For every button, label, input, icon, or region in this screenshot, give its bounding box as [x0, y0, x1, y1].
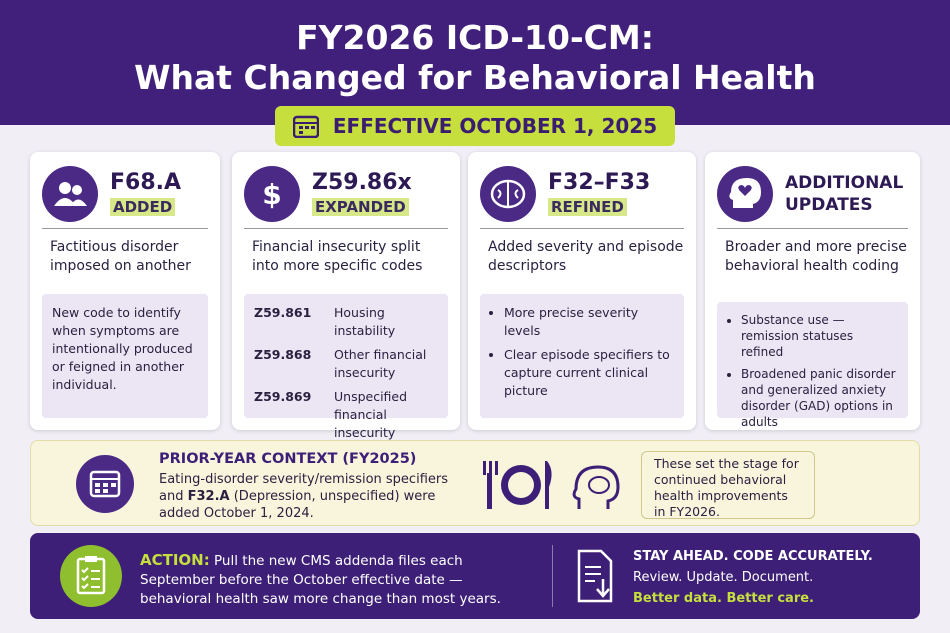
effective-text: EFFECTIVE OCTOBER 1, 2025	[332, 114, 658, 138]
summary: Factitious disorder imposed on another	[50, 239, 191, 274]
bullet: Clear episode specifiers to capture curr…	[504, 346, 674, 400]
title: What Changed for Behavioral Health	[134, 58, 816, 97]
calendar-icon	[292, 115, 319, 138]
summary: Financial insecurity split into more spe…	[252, 239, 423, 274]
code: Z59.86x	[312, 170, 412, 195]
detail: New code to identify when symptoms are i…	[42, 294, 208, 418]
summary: Broader and more precise behavioral heal…	[725, 239, 907, 274]
action-label: ACTION:	[140, 551, 210, 569]
code: F32–F33	[548, 170, 651, 195]
text: Pull the new CMS addenda files each Sept…	[140, 553, 501, 607]
calendar-icon	[76, 455, 134, 513]
bullet: Substance use — remission statuses refin…	[741, 312, 898, 360]
status: REFINED	[548, 198, 627, 216]
sub-label: Unspecified financial insecurity	[334, 389, 408, 440]
steps: Review. Update. Document.	[633, 570, 814, 585]
status: EXPANDED	[312, 198, 409, 216]
svg-text:$: $	[262, 178, 281, 211]
text: (Depression, unspecified) were added Oct…	[159, 489, 436, 521]
document-icon	[577, 549, 613, 603]
summary: Added severity and episode descriptors	[488, 239, 684, 274]
action-text: ACTION: Pull the new CMS addenda files e…	[140, 551, 535, 609]
card: F32–F33 REFINED Added severity and episo…	[468, 152, 696, 430]
context-text: Eating-disorder severity/remission speci…	[159, 471, 464, 522]
tagline: STAY AHEAD. CODE ACCURATELY.	[633, 549, 873, 564]
header	[0, 0, 950, 125]
context: PRIOR-YEAR CONTEXT (FY2025) Eating-disor…	[30, 440, 920, 526]
text: Eating-disorder severity/remission speci…	[159, 472, 448, 504]
effective-date: EFFECTIVE OCTOBER 1, 2025	[275, 106, 675, 146]
context-title: PRIOR-YEAR CONTEXT (FY2025)	[159, 451, 417, 467]
code: F68.A	[110, 170, 182, 195]
code-list: Z59.861 Housing instability Z59.868 Other …	[244, 294, 448, 440]
card: F68.A ADDED Factitious disorder imposed …	[30, 152, 220, 430]
bullets: More precise severity levels Clear episo…	[480, 294, 684, 418]
card: ADDITIONAL UPDATES Broader and more prec…	[705, 152, 920, 430]
icon	[480, 166, 536, 222]
icon: $	[244, 166, 300, 222]
bullet: Broadened panic disorder and generalized…	[741, 366, 898, 430]
sub-code: Z59.861	[254, 305, 312, 320]
sub-code: Z59.869	[254, 389, 312, 404]
clipboard-icon	[60, 545, 122, 607]
note: These set the stage for continued behavi…	[641, 451, 815, 519]
bullets: Substance use — remission statuses refin…	[717, 302, 908, 429]
action-bar: ACTION: Pull the new CMS addenda files e…	[30, 533, 920, 619]
sub-code: Z59.868	[254, 347, 312, 362]
icon	[42, 166, 98, 222]
card: $ Z59.86x EXPANDED Financial insecurity …	[232, 152, 460, 440]
bullet: More precise severity levels	[504, 304, 674, 340]
icon	[717, 166, 773, 222]
title: FY2026 ICD-10-CM:	[296, 18, 654, 57]
highlight: F32.A	[187, 489, 230, 504]
slogan: Better data. Better care.	[633, 591, 814, 606]
icons	[483, 461, 620, 509]
status: ADDED	[110, 198, 176, 216]
sub-label: Housing instability	[334, 305, 396, 338]
card-title: ADDITIONAL UPDATES	[785, 173, 904, 215]
sub-label: Other financial insecurity	[334, 347, 427, 380]
